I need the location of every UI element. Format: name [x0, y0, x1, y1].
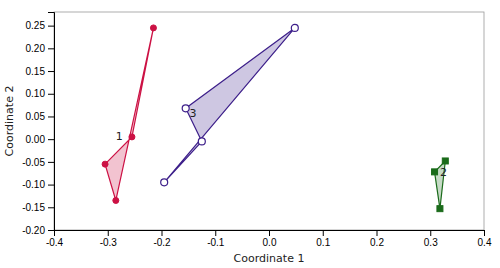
tick-label: -0.1 [207, 237, 225, 248]
tick: 0.15 [26, 66, 54, 77]
tick-mark [48, 230, 54, 231]
tick-mark [377, 230, 378, 236]
tick-label: -0.15 [22, 202, 45, 213]
point [102, 161, 108, 167]
tick: -0.05 [22, 157, 54, 168]
point [150, 25, 156, 31]
tick-mark [48, 71, 54, 72]
tick-label: 0.3 [424, 237, 438, 248]
tick-mark [269, 230, 270, 236]
tick: -0.10 [22, 179, 54, 190]
tick-label: -0.10 [22, 179, 45, 190]
y-axis: -0.20 -0.15 -0.10 -0.05 0.00 0.05 0.10 0.15 0.20… [22, 13, 54, 236]
polygon [105, 28, 153, 201]
x-axis-title: Coordinate 1 [234, 252, 305, 265]
tick-label: 0.05 [26, 111, 46, 122]
x-axis: -0.4 -0.3 -0.2 -0.1 0.0 0.1 0.2 0.3 0.4 [46, 230, 492, 248]
tick-mark [48, 48, 54, 49]
points [102, 25, 156, 204]
tick-mark [162, 230, 163, 236]
tick: -0.3 [100, 230, 118, 248]
annotations: 1 2 3 [116, 107, 447, 179]
tick-mark [108, 230, 109, 236]
point [432, 169, 438, 175]
tick: 0.4 [478, 230, 492, 248]
tick-mark [48, 207, 54, 208]
polygon [164, 28, 295, 182]
tick: -0.20 [22, 225, 54, 236]
points [161, 24, 299, 185]
point [113, 197, 119, 203]
tick-label: 0.20 [26, 43, 46, 54]
tick: 0.25 [26, 20, 54, 31]
tick-mark [484, 230, 485, 236]
tick: 0.2 [370, 230, 384, 248]
tick-mark [48, 26, 54, 27]
tick-mark [48, 94, 54, 95]
annotation: 2 [440, 166, 447, 179]
tick-label: 0.0 [263, 237, 277, 248]
point [161, 179, 168, 186]
point [442, 158, 448, 164]
points [432, 158, 449, 212]
tick: -0.4 [46, 230, 64, 248]
tick-label: -0.05 [22, 157, 45, 168]
plot-frame [54, 12, 484, 230]
tick-mark [48, 162, 54, 163]
tick: 0.05 [26, 111, 54, 122]
tick: 0.0 [263, 230, 277, 248]
point [437, 206, 443, 212]
tick: 0.00 [26, 134, 54, 145]
tick-label: 0.2 [370, 237, 384, 248]
tick-mark [48, 116, 54, 117]
annotation: 1 [116, 130, 123, 143]
tick: 0.1 [316, 230, 330, 248]
tick-label: -0.3 [100, 237, 118, 248]
tick-label: 0.4 [478, 237, 492, 248]
y-axis-title: Coordinate 2 [3, 86, 16, 157]
tick-mark [323, 230, 324, 236]
axis-line [48, 13, 55, 231]
tick: -0.1 [207, 230, 225, 248]
point [198, 138, 205, 145]
tick-label: 0.1 [316, 237, 330, 248]
tick-label: 0.25 [26, 20, 46, 31]
marks [102, 24, 448, 211]
tick-mark [430, 230, 431, 236]
point [182, 105, 189, 112]
tick-label: -0.2 [153, 237, 171, 248]
point [291, 24, 298, 31]
tick-mark [48, 139, 54, 140]
tick-mark [48, 185, 54, 186]
axis-line [55, 231, 485, 237]
tick: 0.20 [26, 43, 54, 54]
plot: -0.4 -0.3 -0.2 -0.1 0.0 0.1 0.2 0.3 0.4 -0.20 -0.1… [22, 12, 492, 248]
tick-label: -0.20 [22, 225, 45, 236]
annotation: 3 [189, 107, 196, 120]
tick-label: 0.10 [26, 88, 46, 99]
tick-mark [215, 230, 216, 236]
tick: -0.15 [22, 202, 54, 213]
point [129, 134, 135, 140]
tick-label: -0.4 [46, 237, 64, 248]
tick-label: 0.00 [26, 134, 46, 145]
tick-label: 0.15 [26, 66, 46, 77]
tick: -0.2 [153, 230, 171, 248]
tick: 0.10 [26, 88, 54, 99]
tick: 0.3 [424, 230, 438, 248]
chart: -0.4 -0.3 -0.2 -0.1 0.0 0.1 0.2 0.3 0.4 -0.20 -0.1… [0, 0, 500, 268]
